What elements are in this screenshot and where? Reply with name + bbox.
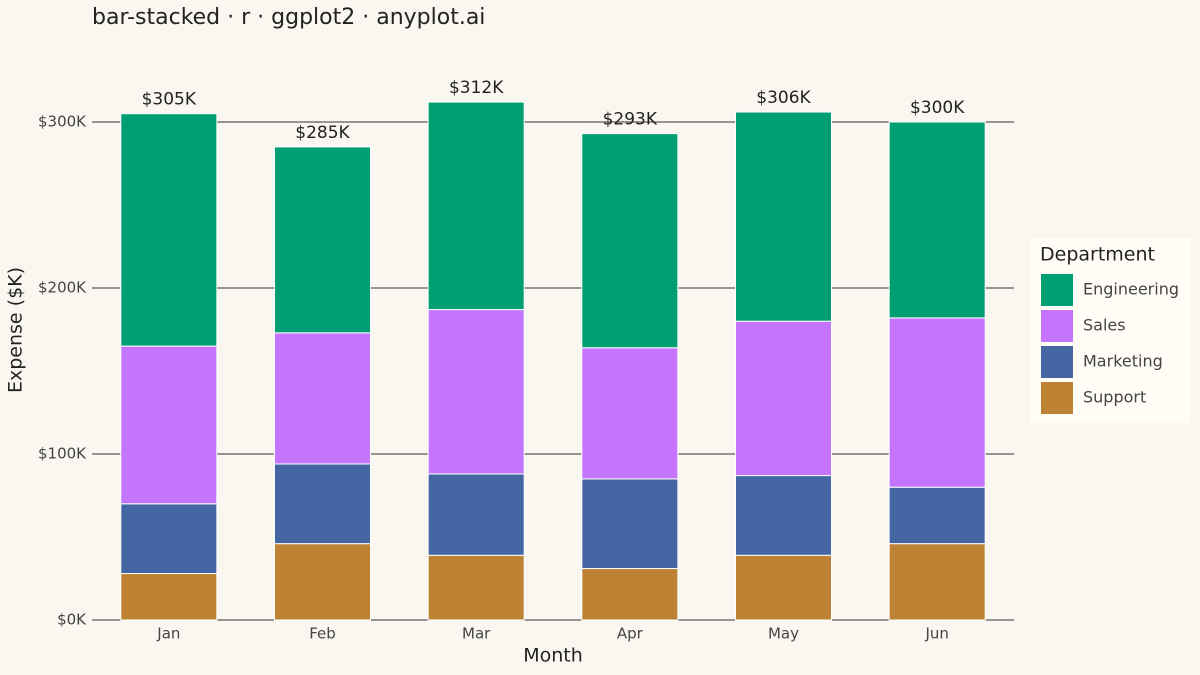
x-tick-label: Mar — [462, 625, 491, 643]
bar-segment — [427, 473, 525, 556]
bar-segment — [120, 345, 218, 505]
bar-segment — [734, 111, 833, 322]
y-tick-label: $100K — [38, 445, 87, 463]
bar-segment — [273, 146, 372, 334]
y-tick-label: $0K — [57, 611, 87, 629]
y-tick-label: $200K — [38, 279, 87, 297]
chart-title: bar-stacked · r · ggplot2 · anyplot.ai — [92, 5, 485, 30]
total-label: $312K — [449, 78, 504, 98]
bar-segment — [888, 543, 986, 621]
x-axis-label: Month — [523, 645, 583, 667]
bar-segment — [581, 133, 679, 349]
total-label: $305K — [142, 90, 197, 110]
x-tick-label: Apr — [617, 625, 644, 643]
legend-label: Support — [1083, 388, 1146, 407]
bar-segment — [888, 121, 986, 319]
bar-segment — [273, 463, 372, 545]
bar-segment — [581, 568, 679, 621]
total-label: $306K — [756, 88, 811, 108]
legend-swatch — [1041, 382, 1073, 414]
legend-swatch — [1041, 310, 1073, 342]
bar-segment — [120, 573, 218, 621]
bar-segment — [273, 543, 372, 621]
y-axis-label: Expense ($K) — [5, 267, 27, 393]
x-tick-label: Feb — [309, 625, 336, 643]
bar-segment — [734, 320, 833, 477]
x-tick-label: Jan — [156, 625, 180, 643]
legend-label: Marketing — [1083, 352, 1163, 371]
bar-segment — [888, 486, 986, 545]
x-tick-label: Jun — [924, 625, 948, 643]
bar-segment — [581, 347, 679, 480]
bar-segment — [120, 503, 218, 575]
x-tick-label: May — [768, 625, 799, 643]
total-label: $300K — [910, 98, 965, 118]
legend-label: Engineering — [1083, 280, 1179, 299]
bar-segment — [734, 475, 833, 556]
bar-segment — [273, 332, 372, 465]
bar-segment — [427, 101, 525, 311]
legend-swatch — [1041, 346, 1073, 378]
total-label: $285K — [295, 123, 350, 143]
bar-segment — [427, 309, 525, 475]
bar-segment — [734, 554, 833, 621]
legend-swatch — [1041, 274, 1073, 306]
legend-label: Sales — [1083, 316, 1126, 335]
legend-title: Department — [1040, 244, 1155, 266]
bar-segment — [120, 113, 218, 347]
bar-segment — [888, 317, 986, 488]
bar-segment — [581, 478, 679, 570]
total-label: $293K — [603, 110, 658, 130]
y-tick-label: $300K — [38, 113, 87, 131]
bar-segment — [427, 554, 525, 621]
